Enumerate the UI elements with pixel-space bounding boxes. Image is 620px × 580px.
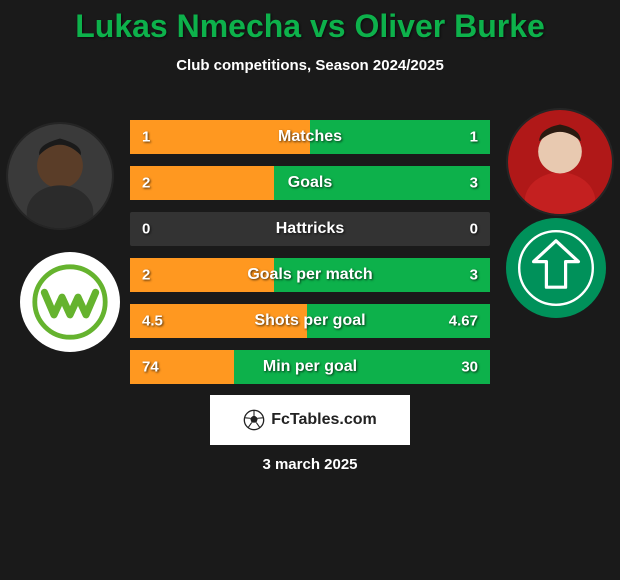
stat-label: Hattricks [276, 220, 344, 238]
club-right-badge [506, 218, 606, 318]
footer-attribution: FcTables.com [210, 395, 410, 445]
stat-bar: 1 Matches 1 [130, 120, 490, 154]
stats-container: 1Matches12Goals30Hattricks02Goals per ma… [130, 120, 490, 384]
page-title: Lukas Nmecha vs Oliver Burke [0, 0, 620, 45]
player-left-avatar [8, 124, 112, 228]
stat-value-left: 2 [142, 267, 150, 284]
stat-label: Goals per match [247, 266, 372, 284]
stat-bar: 2 Goals per match 3 [130, 258, 490, 292]
footer-text: FcTables.com [271, 411, 377, 429]
stat-label: Min per goal [263, 358, 357, 376]
stat-value-left: 2 [142, 175, 150, 192]
stat-value-left: 1 [142, 129, 150, 146]
stat-label: Goals [288, 174, 332, 192]
stat-bar: 74 Min per goal 30 [130, 350, 490, 384]
stat-value-right: 3 [470, 175, 478, 192]
football-icon [243, 409, 265, 431]
player-right-avatar [508, 110, 612, 214]
stat-bar: 4.5 Shots per goal 4.67 [130, 304, 490, 338]
stat-value-left: 0 [142, 221, 150, 238]
stat-bar: 2 Goals 3 [130, 166, 490, 200]
stat-value-right: 0 [470, 221, 478, 238]
subtitle: Club competitions, Season 2024/2025 [0, 57, 620, 74]
club-left-badge [20, 252, 120, 352]
stat-value-left: 4.5 [142, 313, 163, 330]
stat-label: Shots per goal [254, 312, 365, 330]
stat-value-right: 1 [470, 129, 478, 146]
stat-value-left: 74 [142, 359, 159, 376]
stat-bar: 0 Hattricks 0 [130, 212, 490, 246]
stat-value-right: 4.67 [449, 313, 478, 330]
date-text: 3 march 2025 [0, 456, 620, 473]
stat-label: Matches [278, 128, 342, 146]
stat-fill-left [130, 166, 274, 200]
stat-value-right: 30 [461, 359, 478, 376]
stat-value-right: 3 [470, 267, 478, 284]
